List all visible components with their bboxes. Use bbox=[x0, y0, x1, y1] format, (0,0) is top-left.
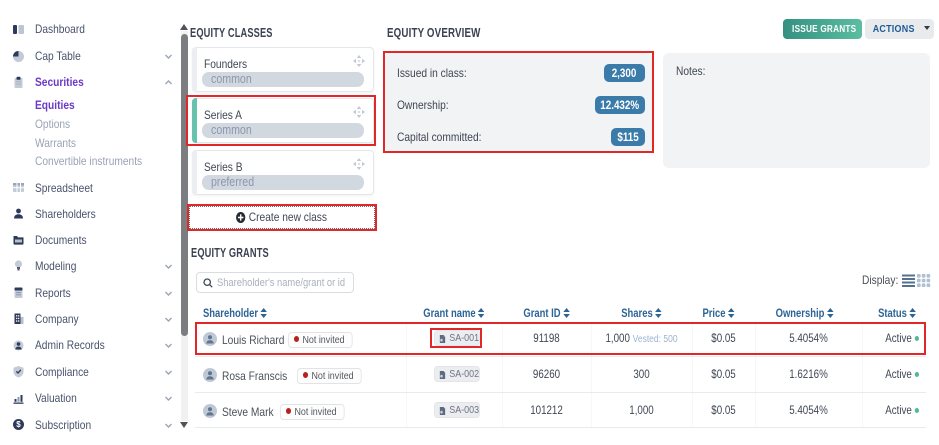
svg-text:$: $ bbox=[16, 420, 21, 429]
